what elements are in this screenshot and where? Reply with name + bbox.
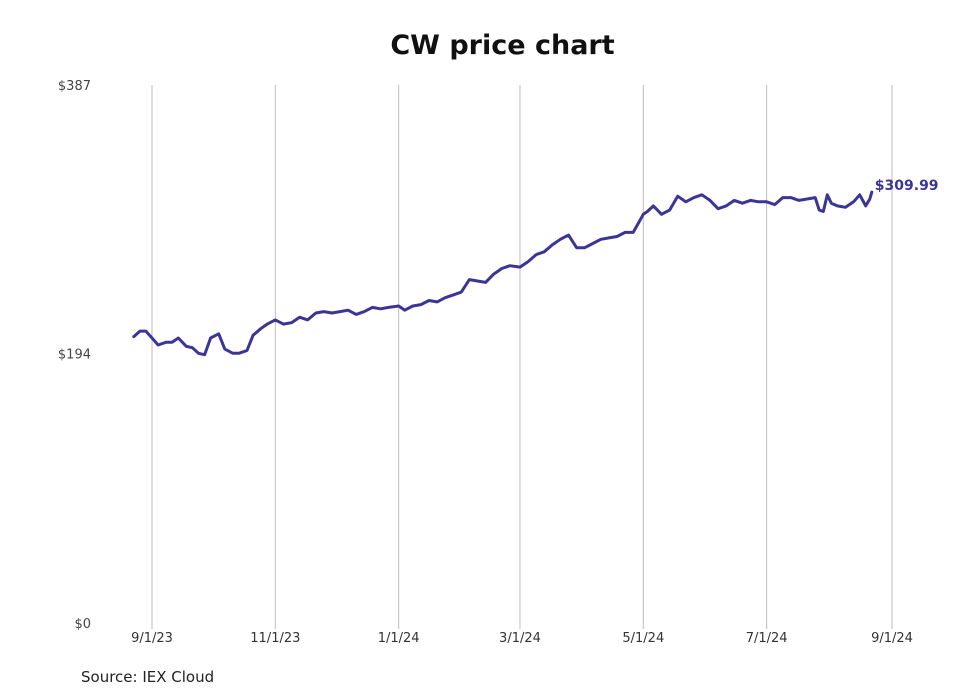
series-line <box>132 190 874 357</box>
annotations: $309.99 <box>875 178 939 194</box>
x-tick-label: 7/1/24 <box>746 631 788 646</box>
x-axis-ticks: 9/1/23 11/1/23 1/1/24 3/1/24 5/1/24 7/1/24 9/1… <box>131 623 913 646</box>
x-tick-label: 9/1/24 <box>871 631 913 646</box>
y-axis-ticks: $0 $194 $387 <box>58 79 91 632</box>
x-tick-label: 1/1/24 <box>378 631 420 646</box>
x-tick-label: 9/1/23 <box>131 631 173 646</box>
gridlines <box>151 85 893 623</box>
y-tick-label: $387 <box>58 79 91 94</box>
y-tick-label: $0 <box>74 617 91 632</box>
x-tick-label: 5/1/24 <box>622 631 664 646</box>
x-tick-label: 3/1/24 <box>499 631 541 646</box>
chart-title: CW price chart <box>390 30 615 61</box>
x-tick-label: 11/1/23 <box>250 631 300 646</box>
y-tick-label: $194 <box>58 347 91 362</box>
price-series <box>132 190 874 357</box>
last-value-label: $309.99 <box>875 178 939 194</box>
source-note: Source: IEX Cloud <box>81 668 215 686</box>
